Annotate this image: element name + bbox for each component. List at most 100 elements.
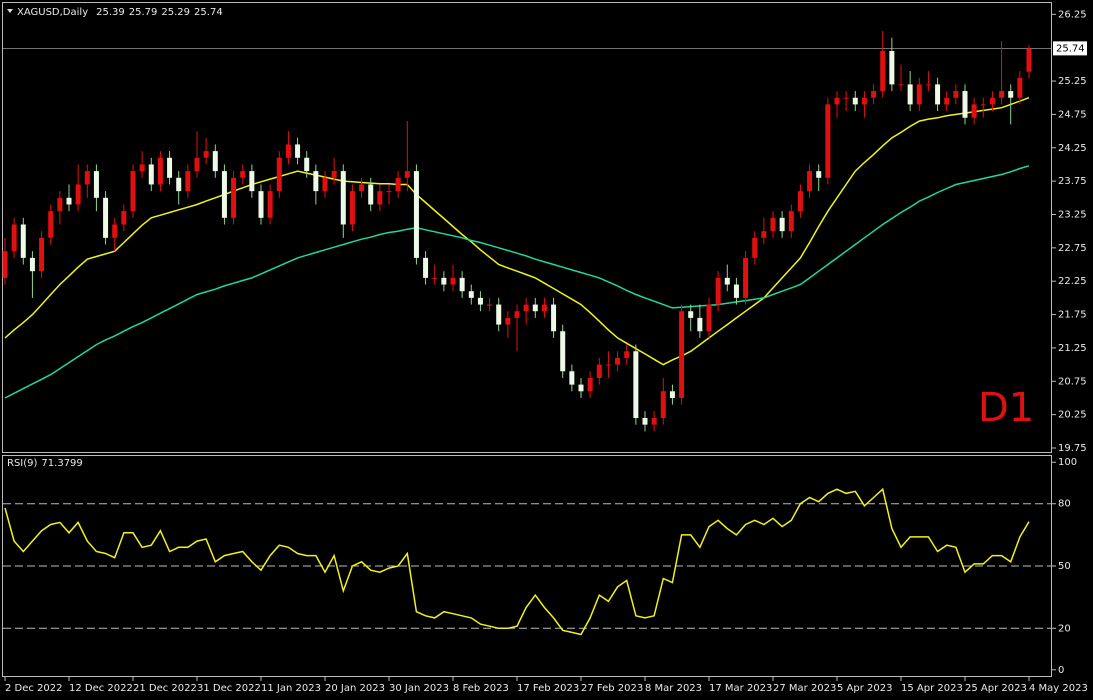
candle-body bbox=[587, 377, 593, 392]
candle-body bbox=[276, 157, 282, 192]
candle-body bbox=[651, 417, 657, 425]
candle-body bbox=[212, 151, 218, 172]
y-tick-label: 26.25 bbox=[1058, 9, 1087, 20]
candle-body bbox=[103, 197, 109, 238]
rsi-line bbox=[4, 487, 1030, 636]
candle-body bbox=[231, 177, 237, 218]
candle-body bbox=[816, 171, 822, 178]
candle-body bbox=[642, 417, 648, 425]
candle-body bbox=[578, 384, 584, 392]
candle-body bbox=[779, 217, 785, 232]
x-tick-label: 27 Feb 2023 bbox=[581, 683, 643, 694]
candle-body bbox=[459, 277, 465, 292]
y-tick-label: 22.75 bbox=[1058, 243, 1087, 254]
moving-average bbox=[4, 96, 1030, 366]
candle-body bbox=[953, 91, 959, 98]
candle-body bbox=[413, 171, 419, 258]
y-tick-label: 21.75 bbox=[1058, 310, 1087, 321]
candle-body bbox=[304, 157, 310, 172]
x-tick-label: 12 Dec 2022 bbox=[69, 683, 133, 694]
header: XAGUSD,Daily 25.39 25.79 25.29 25.74 bbox=[17, 7, 223, 18]
candle-body bbox=[999, 91, 1005, 98]
candle-body bbox=[84, 171, 90, 185]
x-tick-label: 4 May 2023 bbox=[1029, 683, 1088, 694]
y-tick-label: 20.75 bbox=[1058, 376, 1087, 387]
candle-body bbox=[66, 197, 72, 205]
candle-body bbox=[249, 171, 255, 192]
rsi-tick-label: 0 bbox=[1058, 665, 1064, 676]
x-tick-label: 2 Dec 2022 bbox=[5, 683, 63, 694]
candle-body bbox=[852, 97, 858, 105]
candle-body bbox=[797, 191, 803, 212]
candle-body bbox=[404, 171, 410, 178]
candle-body bbox=[761, 231, 767, 238]
candle-body bbox=[551, 304, 557, 332]
open: 25.39 bbox=[96, 7, 125, 18]
candle-body bbox=[715, 277, 721, 305]
candle-body bbox=[660, 391, 666, 418]
candle-body bbox=[359, 184, 365, 192]
candle-body bbox=[176, 177, 182, 192]
candle-body bbox=[267, 191, 273, 218]
x-tick-label: 15 Apr 2023 bbox=[901, 683, 963, 694]
x-tick-label: 8 Feb 2023 bbox=[453, 683, 509, 694]
candle-body bbox=[962, 91, 968, 118]
x-tick-label: 27 Mar 2023 bbox=[773, 683, 836, 694]
candle-body bbox=[93, 171, 99, 198]
candle-body bbox=[733, 284, 739, 298]
candle-body bbox=[624, 351, 630, 358]
candle-body bbox=[185, 171, 191, 192]
candle-body bbox=[679, 311, 685, 398]
y-tick-label: 24.75 bbox=[1058, 109, 1087, 120]
x-tick-label: 20 Jan 2023 bbox=[325, 683, 385, 694]
rsi-value: 71.3799 bbox=[41, 458, 82, 469]
candle-body bbox=[240, 171, 246, 178]
candle-body bbox=[295, 144, 301, 158]
rsi-title: RSI(9) bbox=[7, 458, 38, 469]
candle-body bbox=[541, 304, 547, 312]
price-tag bbox=[1053, 41, 1087, 56]
candle-body bbox=[688, 311, 694, 318]
candle-body bbox=[313, 171, 319, 192]
candle-body bbox=[423, 257, 429, 278]
candle-body bbox=[157, 157, 163, 185]
candle-body bbox=[395, 177, 401, 192]
candle-body bbox=[340, 171, 346, 225]
y-tick-label: 23.75 bbox=[1058, 176, 1087, 187]
x-tick-label: 25 Apr 2023 bbox=[965, 683, 1027, 694]
candle-body bbox=[935, 84, 941, 105]
x-tick-label: 17 Feb 2023 bbox=[517, 683, 579, 694]
candle-body bbox=[980, 104, 986, 106]
candle-body bbox=[377, 191, 383, 205]
rsi-tick-label: 50 bbox=[1058, 561, 1071, 572]
candle-body bbox=[569, 371, 575, 385]
y-tick-label: 23.25 bbox=[1058, 209, 1087, 220]
x-tick-label: 21 Dec 2022 bbox=[133, 683, 197, 694]
candle-body bbox=[916, 84, 922, 105]
candle-body bbox=[477, 297, 483, 305]
candle-body bbox=[331, 171, 337, 178]
y-tick-label: 20.25 bbox=[1058, 410, 1087, 421]
candle-body bbox=[20, 224, 26, 258]
candle-body bbox=[1008, 91, 1014, 98]
candle-body bbox=[1017, 77, 1023, 98]
candle-body bbox=[505, 317, 511, 325]
candle-body bbox=[57, 197, 63, 212]
candle-body bbox=[487, 304, 493, 306]
candle-body bbox=[514, 311, 520, 318]
candle-body bbox=[441, 277, 447, 285]
candle-body bbox=[724, 277, 730, 285]
candle-body bbox=[75, 184, 81, 205]
candle-body bbox=[825, 104, 831, 178]
candle-body bbox=[139, 164, 145, 172]
candle-body bbox=[743, 257, 749, 298]
rsi-tick-label: 80 bbox=[1058, 499, 1071, 510]
close: 25.74 bbox=[194, 7, 223, 18]
price-tag-label: 25.74 bbox=[1056, 43, 1085, 54]
menu-arrow[interactable] bbox=[7, 9, 13, 13]
candle-body bbox=[285, 144, 291, 158]
candle-body bbox=[706, 304, 712, 332]
candle-body bbox=[523, 304, 529, 312]
candle-body bbox=[944, 97, 950, 105]
